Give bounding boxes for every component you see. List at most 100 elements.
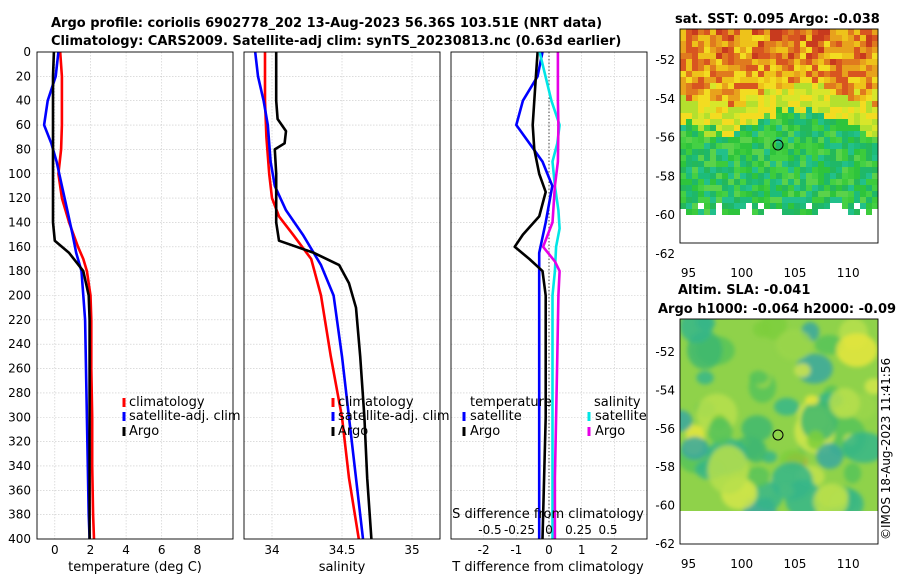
sst-cell bbox=[722, 137, 728, 143]
sst-cell bbox=[788, 173, 794, 179]
top-tick-label: -0.5 bbox=[478, 523, 501, 537]
sst-cell bbox=[752, 185, 758, 191]
sst-cell bbox=[752, 131, 758, 137]
sst-cell bbox=[698, 179, 704, 185]
sst-cell bbox=[854, 65, 860, 71]
sst-cell bbox=[746, 203, 752, 209]
depth-tick-label: 200 bbox=[8, 289, 31, 303]
sst-cell bbox=[776, 149, 782, 155]
sla-blob bbox=[707, 445, 749, 494]
sst-cell bbox=[692, 209, 698, 215]
sst-cell bbox=[812, 47, 818, 53]
sst-cell bbox=[842, 83, 848, 89]
sst-cell bbox=[776, 119, 782, 125]
sst-cell bbox=[698, 191, 704, 197]
sst-cell bbox=[866, 89, 872, 95]
sst-cell bbox=[854, 53, 860, 59]
sst-cell bbox=[692, 35, 698, 41]
sst-cell bbox=[800, 65, 806, 71]
sst-cell bbox=[764, 83, 770, 89]
sst-cell bbox=[776, 59, 782, 65]
sst-cell bbox=[842, 119, 848, 125]
sst-cell bbox=[716, 161, 722, 167]
sst-cell bbox=[770, 71, 776, 77]
sst-cell bbox=[782, 95, 788, 101]
sst-cell bbox=[806, 95, 812, 101]
sst-cell bbox=[776, 155, 782, 161]
sst-cell bbox=[746, 197, 752, 203]
sst-cell bbox=[848, 167, 854, 173]
sst-cell bbox=[704, 167, 710, 173]
sst-cell bbox=[680, 29, 686, 35]
sst-cell bbox=[794, 203, 800, 209]
sst-cell bbox=[680, 209, 686, 215]
legend-salinity-title: salinity bbox=[594, 395, 641, 410]
sst-cell bbox=[746, 29, 752, 35]
sst-cell bbox=[830, 137, 836, 143]
sst-cell bbox=[698, 155, 704, 161]
sst-cell bbox=[746, 143, 752, 149]
sst-cell bbox=[692, 113, 698, 119]
sst-cell bbox=[728, 41, 734, 47]
sst-cell bbox=[770, 167, 776, 173]
sst-cell bbox=[728, 179, 734, 185]
sst-cell bbox=[686, 83, 692, 89]
x-tick-label: 2 bbox=[87, 543, 95, 557]
sst-cell bbox=[842, 113, 848, 119]
sst-cell bbox=[788, 191, 794, 197]
sst-cell bbox=[860, 77, 866, 83]
sst-cell bbox=[812, 41, 818, 47]
sst-cell bbox=[776, 77, 782, 83]
sst-cell bbox=[842, 197, 848, 203]
series-line-argo bbox=[51, 51, 91, 539]
sst-cell bbox=[770, 83, 776, 89]
sst-cell bbox=[818, 137, 824, 143]
sst-cell bbox=[716, 59, 722, 65]
sst-cell bbox=[824, 41, 830, 47]
sst-cell bbox=[866, 119, 872, 125]
sst-cell bbox=[824, 191, 830, 197]
sst-cell bbox=[722, 101, 728, 107]
sst-cell bbox=[758, 137, 764, 143]
sst-cell bbox=[698, 113, 704, 119]
sst-cell bbox=[770, 95, 776, 101]
sst-cell bbox=[794, 35, 800, 41]
sst-cell bbox=[812, 101, 818, 107]
sst-cell bbox=[752, 203, 758, 209]
sst-cell bbox=[842, 149, 848, 155]
sst-cell bbox=[752, 65, 758, 71]
sst-cell bbox=[746, 113, 752, 119]
sst-cell bbox=[740, 101, 746, 107]
sst-cell bbox=[764, 125, 770, 131]
sst-cell bbox=[818, 161, 824, 167]
sst-cell bbox=[872, 89, 878, 95]
sst-cell bbox=[746, 131, 752, 137]
sst-cell bbox=[710, 113, 716, 119]
sst-cell bbox=[692, 53, 698, 59]
sst-cell bbox=[746, 65, 752, 71]
sst-cell bbox=[734, 173, 740, 179]
sst-cell bbox=[800, 131, 806, 137]
map-x-tick-label: 95 bbox=[681, 557, 696, 571]
sst-cell bbox=[836, 53, 842, 59]
sst-cell bbox=[836, 95, 842, 101]
sst-cell bbox=[806, 191, 812, 197]
sst-cell bbox=[788, 83, 794, 89]
sst-cell bbox=[746, 71, 752, 77]
sst-cell bbox=[758, 113, 764, 119]
sst-cell bbox=[728, 173, 734, 179]
sst-cell bbox=[836, 143, 842, 149]
sst-cell bbox=[842, 173, 848, 179]
x-tick-label: -2 bbox=[478, 543, 490, 557]
sst-cell bbox=[806, 131, 812, 137]
sst-cell bbox=[716, 65, 722, 71]
sst-cell bbox=[692, 77, 698, 83]
legend-argo: Argo bbox=[129, 424, 159, 439]
sst-cell bbox=[782, 53, 788, 59]
sst-cell bbox=[722, 47, 728, 53]
sst-cell bbox=[830, 41, 836, 47]
sla-blob bbox=[681, 436, 709, 460]
series-line-argo bbox=[273, 52, 373, 540]
sst-cell bbox=[788, 167, 794, 173]
sst-cell bbox=[746, 59, 752, 65]
